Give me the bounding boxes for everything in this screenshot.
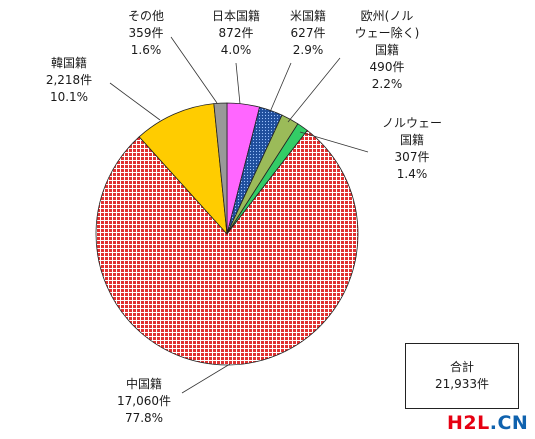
leader-line-china <box>181 363 231 394</box>
slice-label-line: 17,060件 <box>117 394 171 408</box>
slice-label-line: その他 <box>128 9 164 23</box>
slice-label-europe: 欧州(ノルウェー除く) 国籍 490件 2.2% <box>355 9 420 91</box>
watermark-part2: .CN <box>489 412 529 434</box>
slice-label-line: ノルウェー <box>382 116 442 130</box>
slice-label-line: 韓国籍 <box>51 55 87 70</box>
slice-label-line: ウェー除く) <box>355 25 420 40</box>
leader-line-norway <box>299 131 369 153</box>
slice-label-line: 359件 <box>129 26 164 40</box>
slice-label-japan: 日本国籍 872件 4.0% <box>212 8 260 57</box>
slice-label-us: 米国籍 627件 2.9% <box>290 8 326 57</box>
pie-slice-korea <box>138 103 228 236</box>
slice-label-line: 2.2% <box>372 77 403 91</box>
slice-label-korea: 韓国籍 2,218件 10.1% <box>46 55 92 104</box>
slice-label-line: 490件 <box>370 60 405 74</box>
slice-label-line: 627件 <box>291 26 326 40</box>
total-box: 合計 21,933件 <box>405 343 519 409</box>
total-label: 合計 <box>449 360 474 374</box>
slice-label-other: その他 359件 1.6% <box>128 9 164 57</box>
slice-label-line: 4.0% <box>221 43 252 57</box>
watermark-logo: H2L.CN <box>447 412 528 434</box>
slice-label-line: 77.8% <box>125 411 163 425</box>
total-value: 21,933件 <box>435 377 489 391</box>
leader-line-korea <box>109 82 161 121</box>
slice-label-line: 国籍 <box>375 42 399 57</box>
leader-line-japan <box>235 62 241 105</box>
slice-label-line: 1.6% <box>131 43 162 57</box>
slice-label-line: 国籍 <box>400 132 424 147</box>
slice-label-line: 2.9% <box>293 43 324 57</box>
slice-label-china: 中国籍 17,060件 77.8% <box>117 376 171 425</box>
leader-line-other <box>170 36 218 104</box>
leader-line-europe <box>287 57 341 123</box>
slice-label-line: 2,218件 <box>46 73 92 87</box>
watermark-part1: H2L <box>447 412 490 434</box>
slice-label-line: 米国籍 <box>290 8 326 23</box>
slice-label-line: 10.1% <box>50 90 88 104</box>
leader-lines <box>109 36 369 394</box>
slice-labels: 日本国籍 872件 4.0% 米国籍 627件 2.9% 欧州(ノルウェー除く) 国籍 490件… <box>46 8 442 425</box>
slice-label-line: 307件 <box>395 150 430 164</box>
slice-label-line: 中国籍 <box>126 376 162 391</box>
slice-label-line: 1.4% <box>397 167 428 181</box>
pie-slice-china <box>95 129 359 366</box>
slice-label-line: 872件 <box>219 26 254 40</box>
slice-label-line: 日本国籍 <box>212 8 260 23</box>
pie-slice-other <box>213 102 228 235</box>
pie-slices <box>95 102 359 366</box>
slice-label-line: 欧州(ノル <box>361 9 414 23</box>
leader-line-us <box>269 62 292 113</box>
slice-label-norway: ノルウェー国籍 307件 1.4% <box>382 116 442 181</box>
